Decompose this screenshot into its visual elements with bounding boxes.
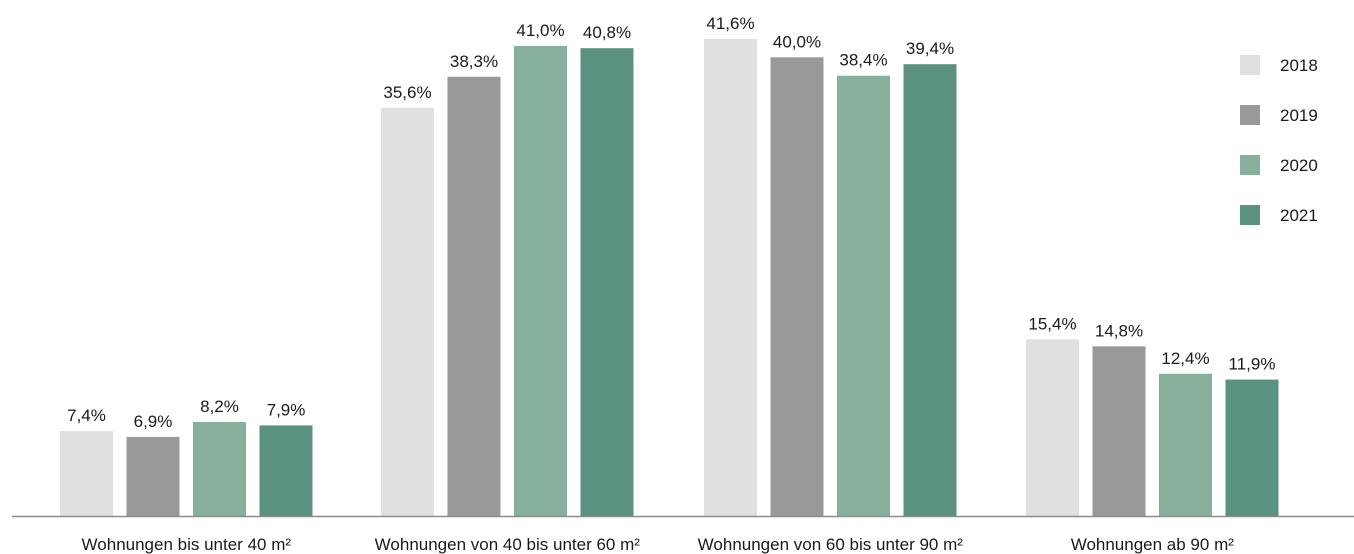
legend-label: 2019	[1280, 106, 1318, 125]
legend: 2018 2019 2020 2021	[1240, 55, 1318, 225]
bar-2021-cat-3	[1225, 379, 1279, 516]
bar-2019-cat-2	[770, 57, 824, 517]
bar-2020-cat-1	[514, 45, 567, 517]
value-label: 39,4%	[906, 39, 954, 58]
bar-2018-cat-1	[381, 107, 434, 517]
category-label: Wohnungen von 40 bis unter 60 m²	[375, 535, 641, 554]
value-label: 15,4%	[1028, 314, 1076, 333]
bar-2021-cat-1	[580, 48, 634, 516]
category-labels-layer: Wohnungen bis unter 40 m² Wohnungen von 4…	[82, 535, 1235, 554]
value-labels-layer: 7,4% 35,6% 41,6% 15,4% 6,9% 38,3% 40,0% 14,8% 8,…	[67, 14, 1275, 431]
bars-layer	[60, 39, 1279, 517]
value-label: 41,0%	[516, 21, 564, 40]
legend-swatch-2020	[1240, 155, 1260, 175]
value-label: 40,0%	[773, 32, 821, 51]
bar-2018-cat-0	[60, 431, 113, 516]
bar-2020-cat-2	[837, 75, 890, 516]
value-label: 40,8%	[583, 23, 631, 42]
value-label: 7,9%	[267, 400, 306, 419]
value-label: 38,3%	[450, 52, 498, 71]
legend-label: 2018	[1280, 56, 1318, 75]
value-label: 14,8%	[1095, 321, 1143, 340]
value-label: 11,9%	[1229, 355, 1276, 374]
category-label: Wohnungen bis unter 40 m²	[82, 535, 292, 554]
bar-2019-cat-1	[447, 76, 501, 517]
bar-2021-cat-2	[903, 64, 957, 516]
bar-2021-cat-0	[259, 425, 313, 516]
legend-label: 2020	[1280, 156, 1318, 175]
legend-swatch-2021	[1240, 205, 1260, 225]
value-label: 38,4%	[839, 51, 887, 70]
bar-2018-cat-3	[1026, 339, 1079, 516]
category-label: Wohnungen ab 90 m²	[1071, 535, 1235, 554]
bar-2018-cat-2	[704, 39, 757, 516]
category-label: Wohnungen von 60 bis unter 90 m²	[698, 535, 964, 554]
legend-label: 2021	[1280, 206, 1318, 225]
bar-2019-cat-3	[1092, 346, 1146, 516]
bar-2020-cat-0	[193, 422, 246, 516]
legend-swatch-2018	[1240, 55, 1260, 75]
value-label: 8,2%	[200, 397, 239, 416]
value-label: 6,9%	[134, 412, 173, 431]
value-label: 35,6%	[383, 83, 431, 102]
value-label: 41,6%	[706, 14, 754, 33]
bar-2019-cat-0	[126, 436, 180, 516]
legend-swatch-2019	[1240, 105, 1260, 125]
bar-2020-cat-3	[1159, 373, 1212, 516]
value-label: 7,4%	[67, 406, 106, 425]
value-label: 12,4%	[1161, 349, 1209, 368]
